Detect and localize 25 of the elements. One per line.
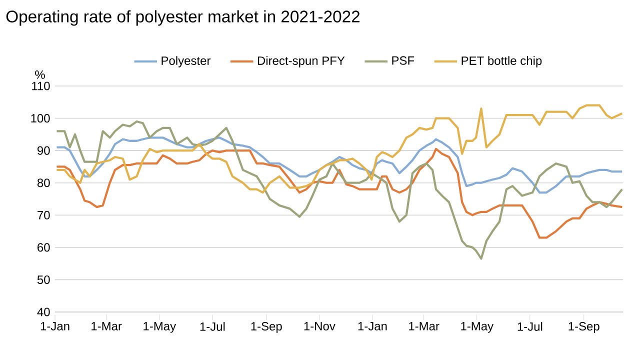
x-tick-label: 1-Jan: [40, 322, 70, 330]
y-tick-label: 70: [38, 210, 50, 220]
y-tick-label: 90: [38, 146, 50, 155]
legend-label: PET bottle chip: [462, 56, 542, 68]
x-tick-label: 1-May: [144, 322, 176, 333]
y-tick-label: 80: [37, 178, 50, 188]
x-tick-label: 1-Jan: [358, 322, 387, 330]
legend-label: PSF: [392, 56, 414, 65]
x-tick-label: 1-Mar: [92, 322, 122, 330]
x-tick-label: 1-Sep: [568, 322, 600, 333]
x-tick-label: 1-May: [461, 322, 494, 333]
y-tick-label: 110: [32, 82, 50, 90]
x-tick-label: 1-Sep: [251, 322, 282, 333]
y-tick-label: 50: [37, 275, 50, 284]
x-tick-label: 1-Nov: [304, 322, 336, 330]
y-tick-label: 40: [37, 308, 50, 316]
x-tick-label: 1-Jul: [200, 322, 225, 331]
y-axis-title: %: [35, 70, 45, 79]
x-tick-label: 1-Mar: [409, 322, 440, 330]
legend-label: Polyester: [162, 56, 211, 68]
y-tick-label: 60: [38, 243, 50, 252]
legend-label: Direct-spun PFY: [258, 56, 345, 68]
y-tick-label: 100: [31, 114, 50, 123]
x-tick-label: 1-Jul: [518, 322, 542, 331]
chart-title: Operating rate of polyester market in 2021-2022: [6, 10, 360, 26]
